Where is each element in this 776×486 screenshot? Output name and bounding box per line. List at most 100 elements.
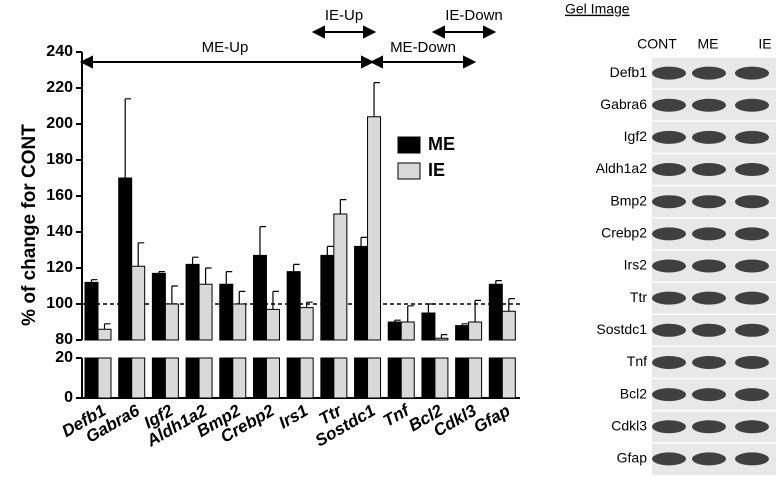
bar [501,310,516,399]
gel-row-label: Sostdc1 [596,321,647,337]
gel-band [692,98,726,112]
bar [354,245,369,399]
bar [387,321,402,399]
gel-band [652,163,686,177]
gel-row-label: Igf2 [624,128,648,144]
legend-swatch [397,136,421,154]
annotation: ME-Down [390,39,456,56]
gel-band [735,195,769,209]
bar [299,307,314,399]
error-bar [272,290,279,310]
bar [84,281,99,399]
gel-band [735,452,769,466]
error-bar [90,279,98,283]
annotation: IE-Up [325,7,363,24]
y-tick-label: 120 [46,259,73,276]
annotation: ME-Up [202,39,249,56]
error-bar [461,323,469,326]
bar [97,328,112,399]
annotation: IE-Down [445,7,503,24]
gel-band [692,66,726,80]
gel-band [692,452,726,466]
gel-band [735,259,769,273]
gel-band [652,227,686,241]
gel-band [692,388,726,402]
bar [455,325,470,399]
bar [164,303,179,399]
error-bar [191,256,199,265]
gel-row-label: Gabra6 [600,96,647,112]
bar [333,213,348,399]
y-tick-label: 0 [64,389,73,406]
bar [468,321,483,399]
gel-band [735,388,769,402]
gel-row-label: Crebp2 [601,225,647,241]
bar [118,177,133,399]
error-bar [238,290,246,304]
gel-band [735,420,769,434]
bar [421,312,436,399]
gel-band [735,227,769,241]
gel-title: Gel Image [565,1,630,17]
bar [265,308,280,399]
y-tick-label: 80 [55,331,73,348]
gel-band [692,355,726,369]
gel-band [735,291,769,305]
gel-row-label: Cdkl3 [611,417,647,433]
gel-row-label: Bcl2 [620,385,647,401]
legend-swatch [397,162,421,180]
error-bar [137,242,145,267]
gel-row-label: Irs2 [624,257,648,273]
annotation-arrow [369,55,477,69]
y-tick-label: 180 [46,151,73,168]
gel-row-label: Tnf [627,353,647,369]
error-bar [508,298,515,312]
annotation-arrow [311,25,377,39]
gel-row-label: Aldh1a2 [596,160,648,176]
gel-row-label: Ttr [630,289,647,305]
gel-band [692,291,726,305]
y-tick-label: 20 [55,349,73,366]
gel-band [652,388,686,402]
gel-band [652,291,686,305]
error-bar [407,305,414,322]
error-bar [394,319,401,322]
error-bar [326,245,334,256]
error-bar [124,98,132,178]
error-bar [440,334,448,339]
error-bar [427,303,435,313]
y-tick-label: 160 [46,187,73,204]
gel-band [692,259,726,273]
error-bar [293,263,300,272]
gel-band [735,323,769,337]
error-bar [360,236,368,247]
bar [219,283,234,399]
error-bar [204,267,212,285]
gel-band [652,259,686,273]
legend-label: IE [428,160,445,180]
gel-row-label: Bmp2 [610,192,647,208]
gel-column-label: IE [758,36,771,52]
gel-band [652,355,686,369]
bar [151,272,166,399]
y-tick-label: 100 [46,295,73,312]
bar [131,265,146,399]
gel-band [735,355,769,369]
bar [286,271,301,399]
gel-band [652,130,686,144]
gel-band [735,98,769,112]
bar [367,116,382,399]
x-tick-label: Irs1 [276,401,312,433]
gel-column-label: ME [698,36,719,52]
annotation-arrow [79,55,375,69]
bar [488,283,503,399]
bar [434,337,449,399]
gel-band [735,66,769,80]
gel-band [692,420,726,434]
error-bar [474,299,482,322]
y-tick-label: 220 [46,79,73,96]
y-tick-label: 140 [46,223,73,240]
error-bar [373,82,381,117]
error-bar [171,285,178,304]
